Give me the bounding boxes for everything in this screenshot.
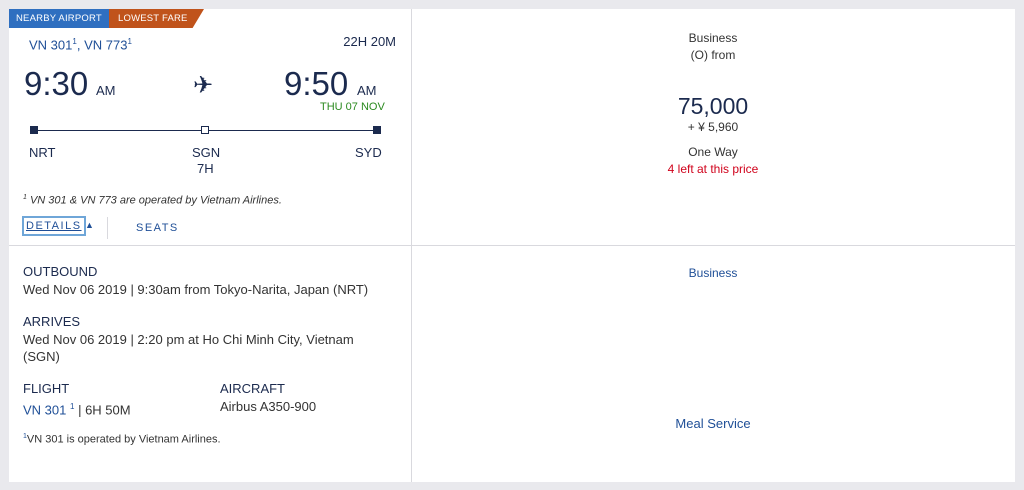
outbound-label: OUTBOUND (23, 264, 98, 279)
tab-divider (107, 217, 108, 239)
flight-duration: | 6H 50M (78, 402, 131, 418)
footnote-marker: 1 (127, 37, 132, 46)
operated-by-note: 1 VN 301 & VN 773 are operated by Vietna… (23, 194, 282, 207)
arrives-text: Wed Nov 06 2019 | 2:20 pm at Ho Chi Minh… (23, 332, 354, 364)
fare-cabin: Business (688, 31, 738, 45)
flight-result-card: NEARBY AIRPORT LOWEST FARE VN 3011, VN 7… (9, 9, 1015, 482)
airplane-icon: ✈ (193, 72, 214, 99)
flight-detail: VN 301 1 | 6H 50M (23, 398, 131, 418)
lowest-fare-badge: LOWEST FARE (109, 9, 204, 28)
row-divider (9, 245, 1015, 246)
connection-airport-code: SGN (192, 145, 221, 160)
seats-remaining-alert: 4 left at this price (667, 162, 759, 176)
departure-ampm: AM (96, 83, 116, 98)
aircraft-type: Airbus A350-900 (220, 399, 317, 414)
arrives-label: ARRIVES (23, 314, 81, 329)
arrival-time: 9:50 (284, 65, 349, 102)
trip-type: One Way (688, 145, 738, 159)
operated-by-prefix: VN 301 is operated by (26, 433, 139, 446)
separator: , (76, 37, 81, 53)
operated-by-text: VN 301 & VN 773 are operated by Vietnam … (29, 194, 282, 207)
fare-class: (O) from (690, 48, 736, 62)
arrival-ampm: AM (357, 83, 377, 98)
footnote-marker: 1 (72, 37, 77, 46)
departure-time: 9:30 (24, 65, 89, 102)
operating-airline: Vietnam Airlines (138, 433, 218, 446)
flight-label: FLIGHT (23, 381, 70, 396)
departure-marker (30, 126, 38, 134)
arrival-marker (373, 126, 381, 134)
aircraft-label: AIRCRAFT (220, 381, 285, 396)
footnote-marker: 1 (70, 402, 75, 411)
arrival-airport-code: SYD (355, 145, 382, 160)
nearby-airport-badge: NEARBY AIRPORT (9, 9, 109, 28)
flight-numbers: VN 3011, VN 7731 (29, 37, 132, 52)
operated-by-suffix: . (217, 433, 221, 446)
triangle-up-icon: ▲ (85, 220, 94, 230)
seats-tab[interactable]: SEATS (136, 222, 179, 234)
departure-airport-code: NRT (29, 145, 56, 160)
total-duration: 22H 20M (343, 34, 396, 49)
footnote-marker: 1 (23, 433, 27, 440)
outbound-text: Wed Nov 06 2019 | 9:30am from Tokyo-Nari… (23, 282, 369, 297)
layover-duration: 7H (197, 161, 214, 176)
connection-marker (201, 126, 209, 134)
meal-service-link[interactable]: Meal Service (675, 416, 751, 431)
fare-taxes: + ¥ 5,960 (687, 120, 739, 134)
arrival-date: THU 07 NOV (320, 101, 385, 113)
fare-miles[interactable]: 75,000 (677, 93, 749, 119)
flight-number-link[interactable]: VN 773 (84, 37, 128, 53)
amenity-cabin-link[interactable]: Business (688, 266, 738, 280)
details-tab[interactable]: DETAILS (22, 216, 86, 236)
footnote-marker: 1 (23, 194, 27, 201)
flight-number-link[interactable]: VN 301 (29, 37, 73, 53)
operated-by-detail-note: 1VN 301 is operated by Vietnam Airlines. (23, 433, 221, 446)
flight-number-link[interactable]: VN 301 (23, 402, 67, 418)
